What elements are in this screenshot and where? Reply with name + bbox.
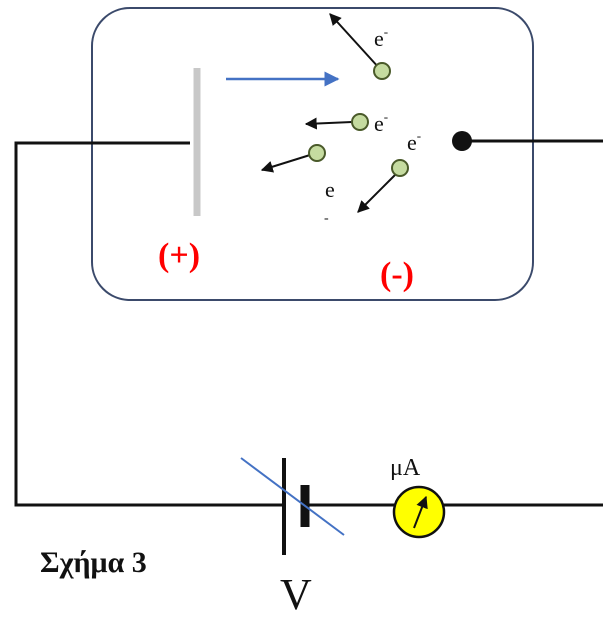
svg-text:e-: e- xyxy=(374,24,388,51)
cathode-polarity-label: (-) xyxy=(380,256,414,293)
ammeter-label: μA xyxy=(390,455,421,481)
electron-label-minus: - xyxy=(324,211,329,226)
figure-caption: Σχήμα 3 xyxy=(40,546,147,579)
plate-polarity-label: (+) xyxy=(158,237,200,274)
electron-4: e- xyxy=(357,128,421,213)
electron-1: e- xyxy=(329,13,391,80)
variable-battery xyxy=(240,457,345,555)
svg-text:e-: e- xyxy=(407,128,421,155)
svg-text:e-: e- xyxy=(374,109,388,136)
microammeter xyxy=(392,485,446,539)
cathode-terminal xyxy=(452,131,472,151)
voltage-label: V xyxy=(280,570,312,612)
electron-3 xyxy=(260,144,326,173)
electron-label: e xyxy=(325,177,335,202)
left-wire xyxy=(14,141,284,507)
electron-2: e- xyxy=(304,109,388,136)
